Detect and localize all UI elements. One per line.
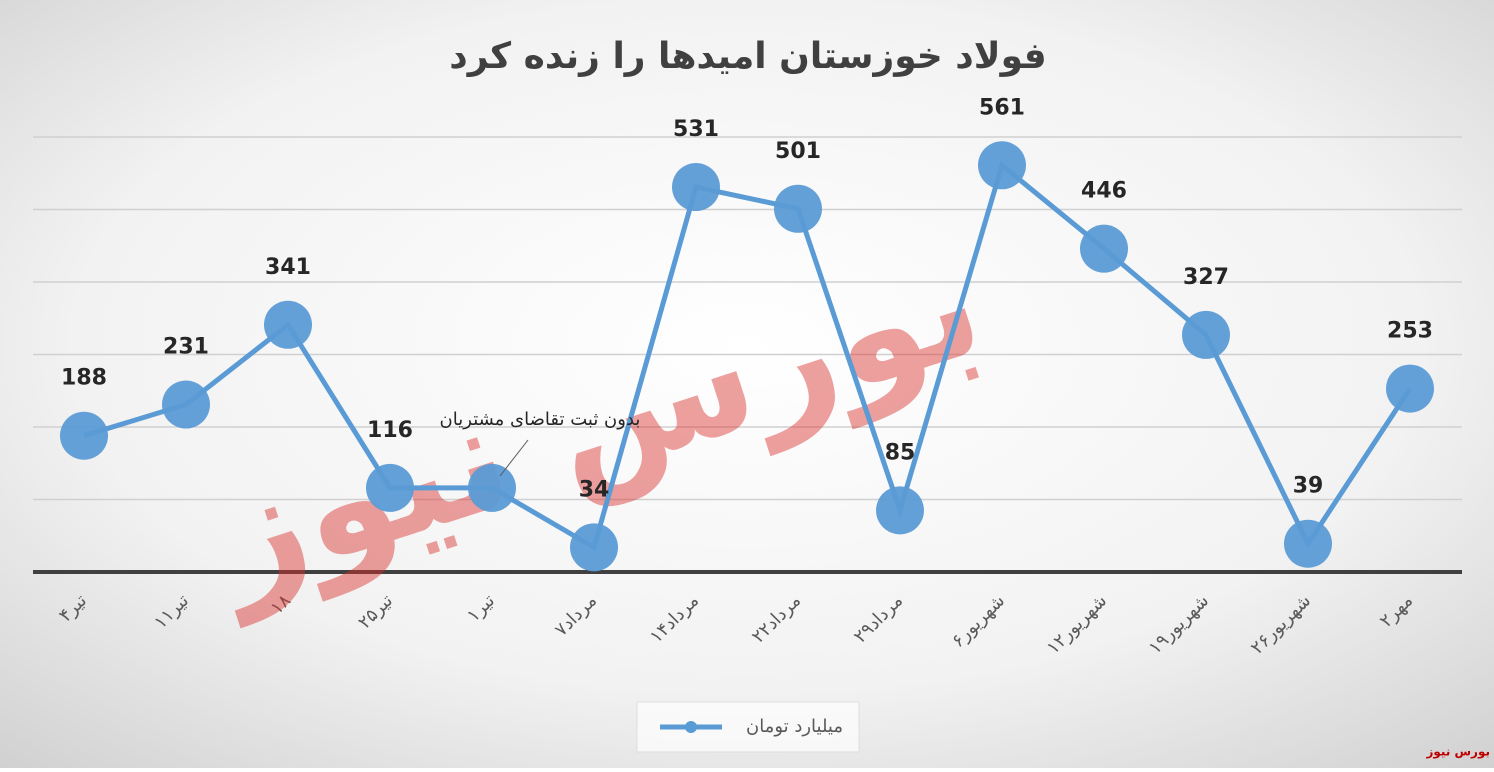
chart-title: فولاد خوزستان امیدها را زنده کرد <box>449 36 1046 77</box>
annotation-leader <box>499 439 529 477</box>
data-label: 327 <box>1183 265 1229 290</box>
legend-label: میلیارد تومان <box>746 716 843 737</box>
marker <box>1182 310 1230 359</box>
data-label: 446 <box>1081 179 1127 204</box>
marker <box>60 411 108 460</box>
data-label: 531 <box>673 117 719 142</box>
marker <box>1080 224 1128 273</box>
marker <box>876 486 924 535</box>
marker <box>774 184 822 233</box>
data-label: 39 <box>1293 474 1324 499</box>
data-label: 253 <box>1387 319 1433 344</box>
marker <box>1386 364 1434 413</box>
marker <box>264 300 312 349</box>
marker <box>570 523 618 572</box>
data-label: 501 <box>775 139 821 164</box>
data-label: 34 <box>579 477 610 502</box>
marker <box>1284 519 1332 568</box>
data-label: 231 <box>163 335 209 360</box>
data-label: 116 <box>367 418 413 443</box>
marker <box>366 463 414 512</box>
data-label: 188 <box>61 366 107 391</box>
data-label: 341 <box>265 255 311 280</box>
data-label: 561 <box>979 95 1025 120</box>
source: بورس نیوز <box>1425 745 1490 760</box>
legend-swatch-marker <box>685 721 697 733</box>
marker <box>162 380 210 429</box>
annotation: بدون ثبت تقاضای مشتریان <box>440 409 641 430</box>
marker <box>978 141 1026 190</box>
marker <box>468 463 516 512</box>
marker <box>672 163 720 212</box>
data-label: 85 <box>885 440 916 465</box>
